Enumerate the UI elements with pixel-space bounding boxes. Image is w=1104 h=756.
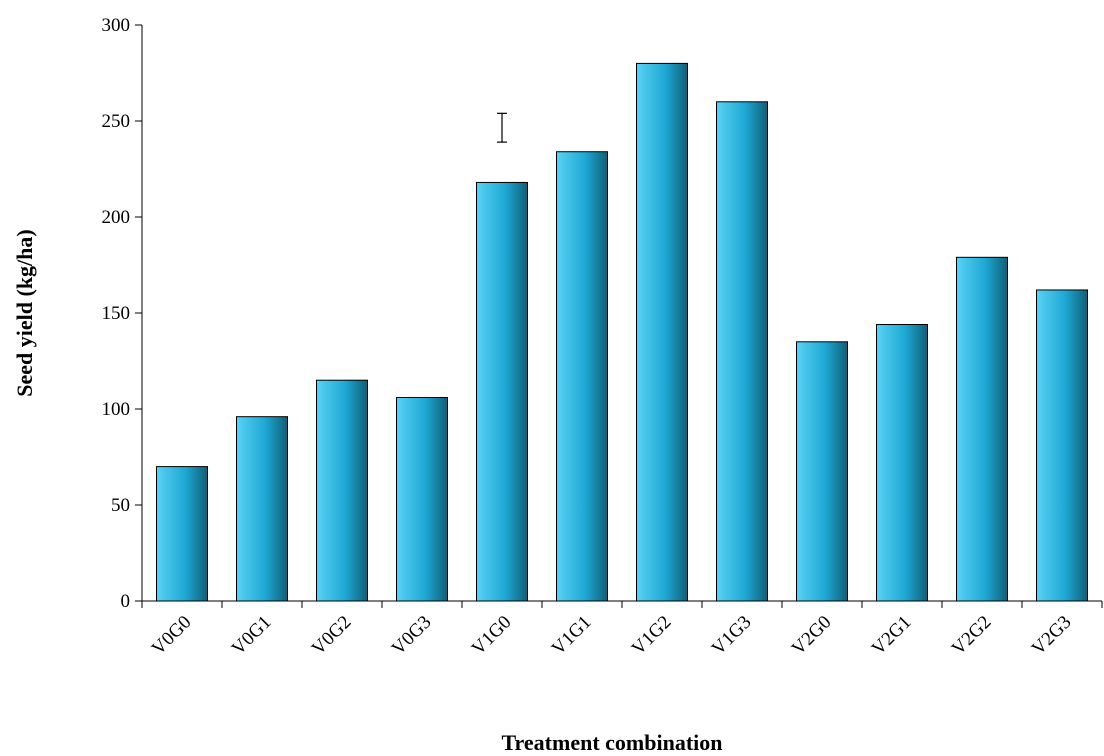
y-tick-label: 200 <box>102 207 131 228</box>
bar-v1g0 <box>476 181 528 602</box>
bars <box>156 62 1088 602</box>
x-tick-label: V1G2 <box>628 612 676 660</box>
y-tick-label: 0 <box>121 591 131 612</box>
x-tick-label: V2G0 <box>788 612 836 660</box>
y-tick-label: 150 <box>102 303 131 324</box>
bar-v0g3 <box>396 396 448 602</box>
x-axis: V0G0 V0G1 V0G2 V0G3 V1G0 V1G1 V1G2 V1G3 V2G0 V2G1… <box>141 600 1103 660</box>
y-tick-label: 250 <box>102 111 131 132</box>
x-tick-label: V2G1 <box>868 612 916 660</box>
x-tick-label: V1G1 <box>548 612 596 660</box>
y-tick-label: 300 <box>102 15 131 36</box>
bar-v1g1 <box>556 151 608 602</box>
x-tick-label: V1G0 <box>468 612 516 660</box>
bar-v2g1 <box>876 324 928 602</box>
x-tick-label: V2G3 <box>1028 612 1076 660</box>
bar-v1g2 <box>636 62 688 602</box>
x-axis-title: Treatment combination <box>502 730 723 755</box>
bar-v2g0 <box>796 341 848 602</box>
bar-v2g2 <box>956 256 1008 602</box>
bar-v0g0 <box>156 466 208 602</box>
y-axis: 0 50 100 150 200 250 300 <box>102 15 143 612</box>
x-tick-label: V1G3 <box>708 612 756 660</box>
y-axis-title: Seed yield (kg/ha) <box>12 229 37 396</box>
x-tick-label: V2G2 <box>948 612 996 660</box>
x-tick-label: V0G0 <box>148 612 196 660</box>
bar-v0g1 <box>236 416 288 602</box>
x-tick-label: V0G3 <box>388 612 436 660</box>
y-tick-label: 50 <box>111 495 130 516</box>
y-tick-label: 100 <box>102 399 131 420</box>
bar-v0g2 <box>316 379 368 602</box>
error-bar <box>497 112 507 143</box>
x-tick-label: V0G2 <box>308 612 356 660</box>
bar-v2g3 <box>1036 289 1088 602</box>
bar-v1g3 <box>716 101 768 602</box>
x-tick-label: V0G1 <box>228 612 276 660</box>
